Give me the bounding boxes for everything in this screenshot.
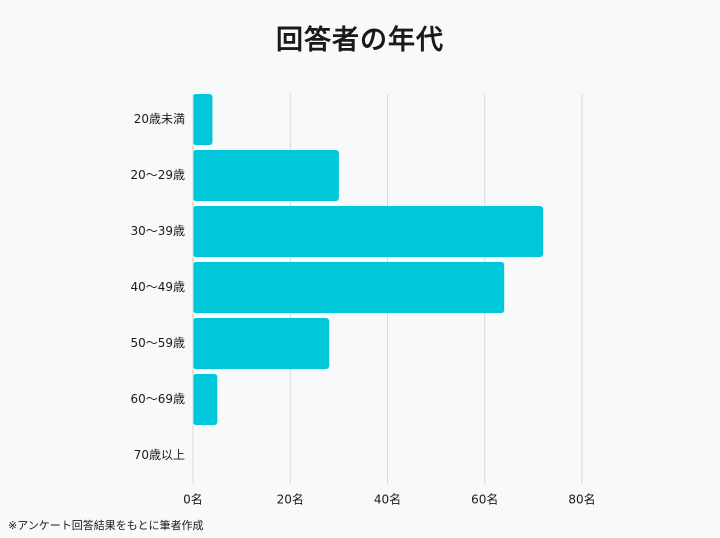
x-tick-label-0: 0名 <box>183 492 203 507</box>
bar-4 <box>193 318 330 369</box>
bar-3 <box>193 262 505 313</box>
x-tick-label-1: 20名 <box>277 492 304 507</box>
x-tick-label-2: 40名 <box>374 492 401 507</box>
category-label-4: 50～59歳 <box>130 336 185 350</box>
bar-1 <box>193 150 339 201</box>
bar-5 <box>193 374 218 425</box>
bar-0 <box>193 94 213 145</box>
category-label-6: 70歳以上 <box>134 448 185 462</box>
category-label-5: 60～69歳 <box>130 392 185 406</box>
x-tick-label-4: 80名 <box>568 492 595 507</box>
x-tick-label-3: 60名 <box>471 492 498 507</box>
chart-title: 回答者の年代 <box>276 25 444 56</box>
category-label-1: 20～29歳 <box>130 168 185 182</box>
category-label-2: 30～39歳 <box>130 224 185 238</box>
bar-2 <box>193 206 544 257</box>
source-note: ※アンケート回答結果をもとに筆者作成 <box>8 519 204 532</box>
category-label-3: 40～49歳 <box>130 280 185 294</box>
category-label-0: 20歳未満 <box>134 112 185 126</box>
